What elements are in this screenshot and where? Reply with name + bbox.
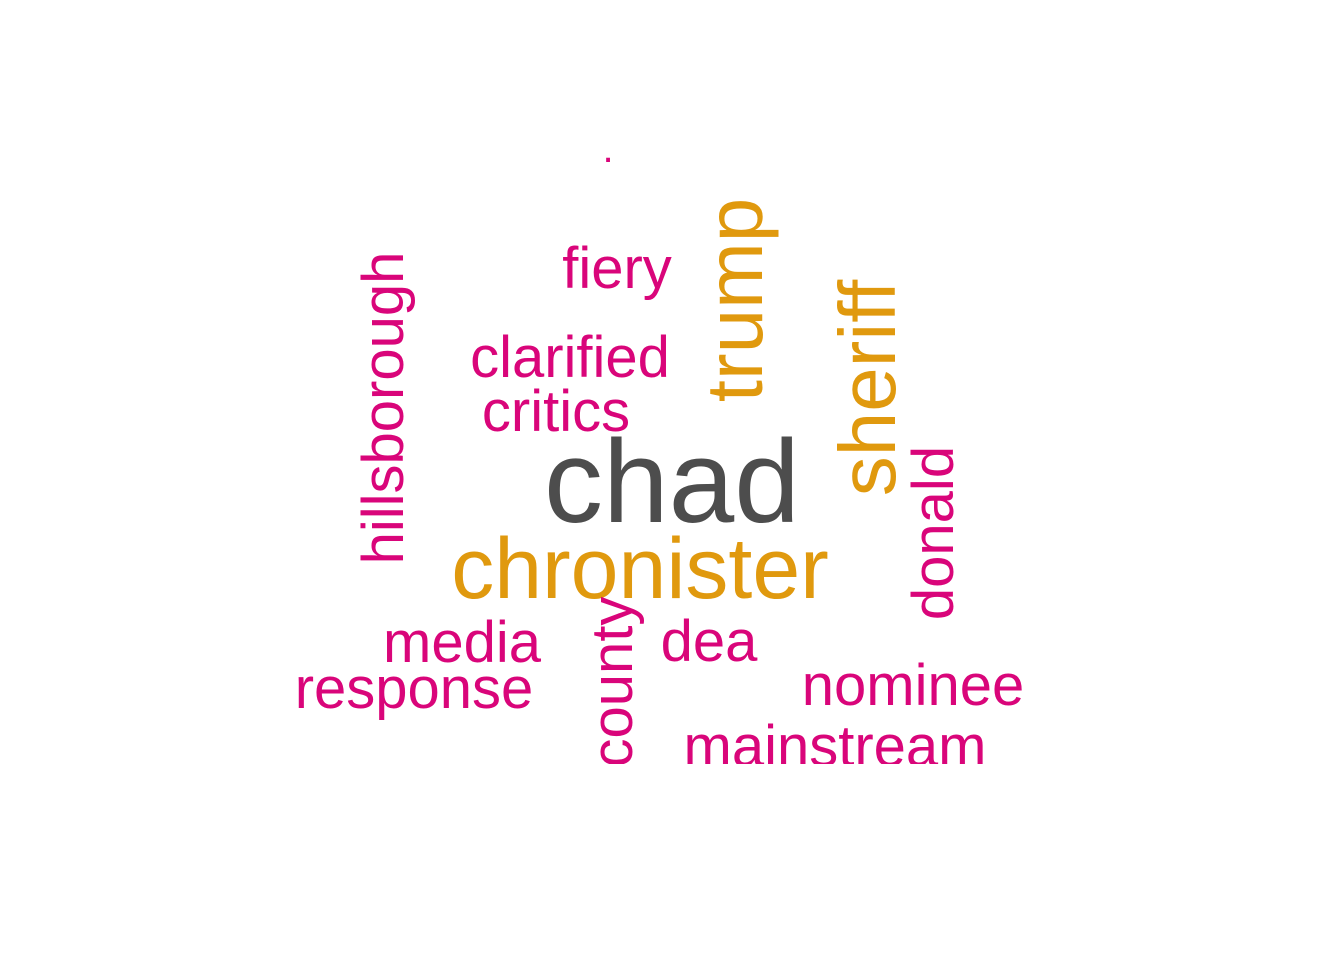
word-dea: dea — [661, 609, 759, 674]
word-chad: chad — [544, 416, 800, 548]
word-clarified: clarified — [470, 325, 670, 390]
word-county: county — [580, 597, 645, 768]
word-response: response — [295, 656, 534, 721]
word-donald: donald — [901, 446, 966, 620]
word-hillsborough: hillsborough — [351, 252, 416, 565]
word-mainstream: mainstream — [684, 714, 987, 779]
word-nominee: nominee — [802, 653, 1024, 718]
word-fiery: fiery — [562, 236, 672, 301]
word-sheriff: sheriff — [823, 279, 912, 496]
word-media: media — [383, 610, 542, 675]
word-chronister: chronister — [451, 521, 829, 617]
word-trump: trump — [690, 198, 779, 403]
word-critics: critics — [482, 379, 630, 444]
word-period: . — [602, 127, 613, 171]
